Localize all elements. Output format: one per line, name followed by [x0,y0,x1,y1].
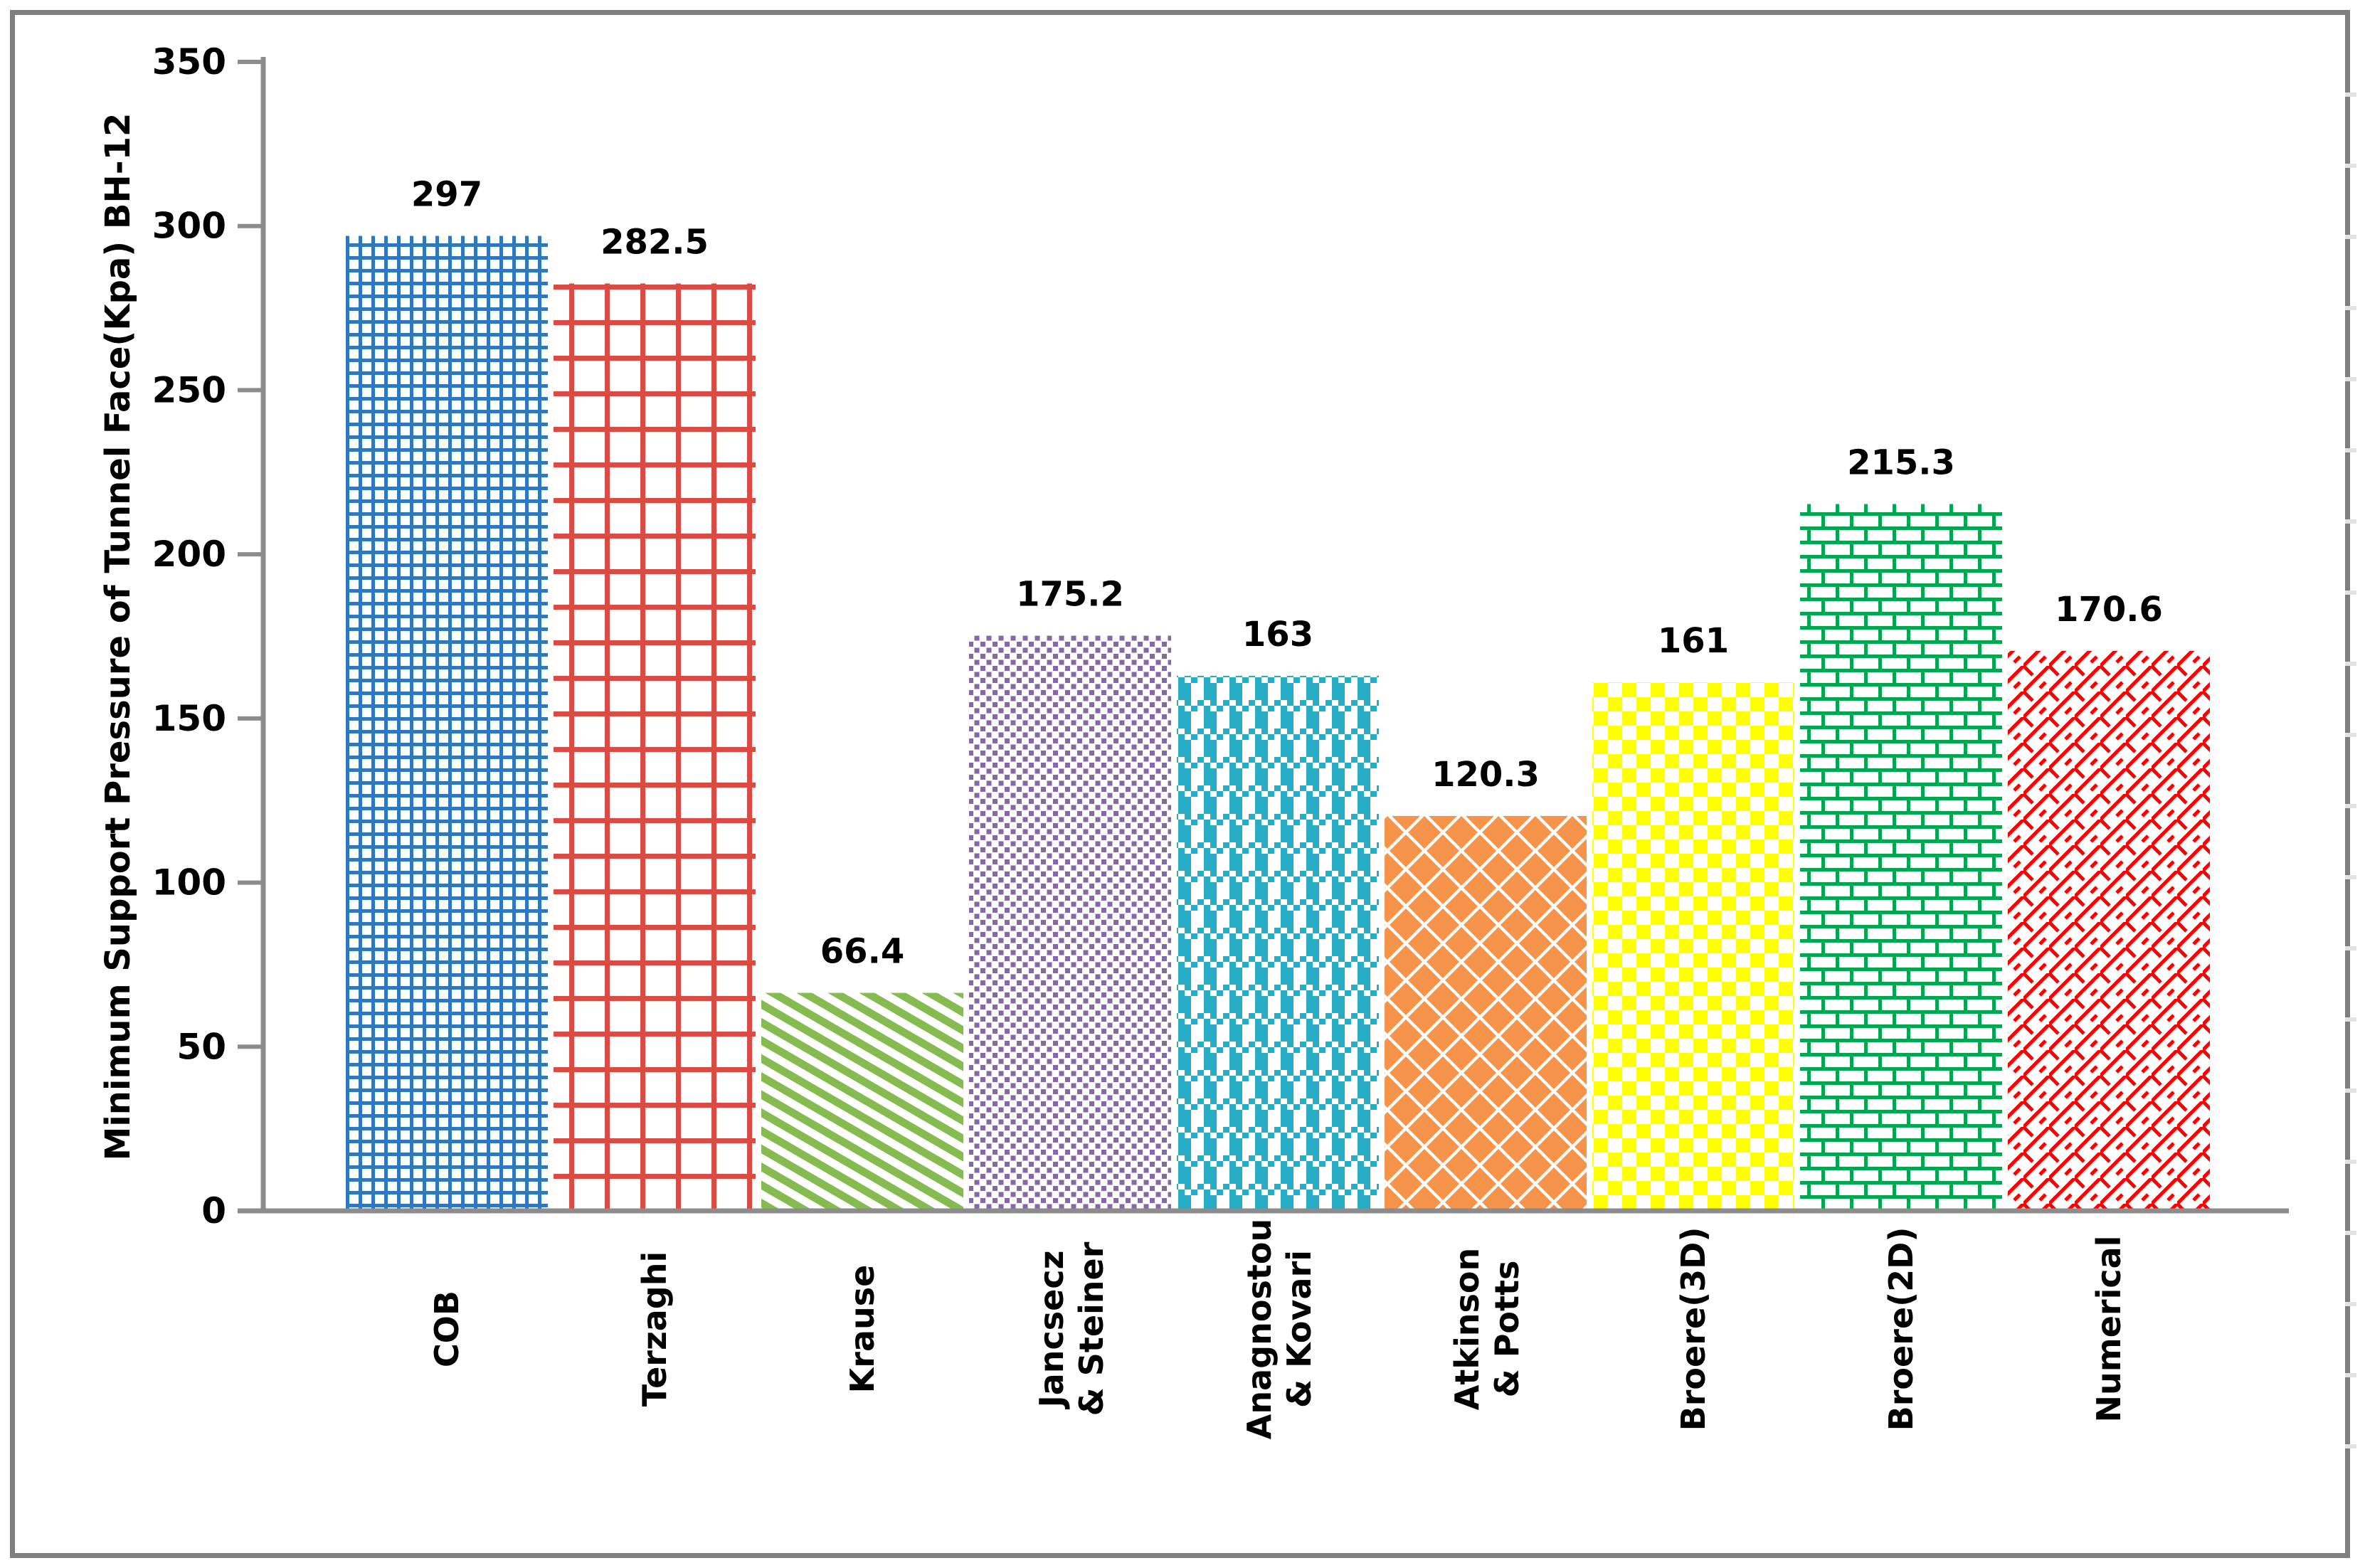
value-label-numerical: 170.6 [2055,590,2163,630]
category-label-broere-2d: Broere(2D) [1882,1227,1920,1431]
y-tick-label: 300 [152,206,226,247]
spreadsheet-gridline-artifact [2345,306,2356,310]
spreadsheet-gridline-artifact [2345,377,2356,381]
y-tick-label: 50 [176,1026,226,1067]
edge-artifacts [2345,92,2356,1448]
category-label-terzaghi: Terzaghi [635,1251,674,1407]
spreadsheet-gridline-artifact [2345,1231,2356,1235]
spreadsheet-gridline-artifact [2345,1160,2356,1164]
bar-jancsecz-steiner [969,635,1171,1211]
spreadsheet-gridline-artifact [2345,235,2356,239]
category-label-broere-3d: Broere(3D) [1674,1227,1713,1431]
bar-atkinson-potts [1385,815,1587,1211]
y-tick-label: 100 [152,862,226,904]
bar-numerical [2008,650,2210,1211]
spreadsheet-gridline-artifact [2345,875,2356,879]
category-label-jancsecz-steiner: Jancsecz& Steiner [1032,1241,1111,1416]
spreadsheet-gridline-artifact [2345,519,2356,524]
value-label-broere-3d: 161 [1658,621,1729,661]
value-label-broere-2d: 215.3 [1847,443,1955,483]
value-labels: 297 282.5 66.4 175.2 163 120.3 161 215.3 170.6 [411,175,2163,972]
chart-outer-border [10,10,2350,1558]
y-tick-label: 200 [152,534,226,575]
bar-cob [346,235,548,1211]
category-label-numerical: Numerical [2090,1236,2128,1423]
spreadsheet-gridline-artifact [2345,92,2356,97]
spreadsheet-gridline-artifact [2345,1017,2356,1022]
axes [238,57,2289,1214]
category-label-krause: Krause [843,1265,882,1394]
bar-broere-3d [1592,682,1794,1211]
category-label-anagnostou-kovari: Anagnostou& Kovari [1240,1219,1318,1439]
category-label-cob: COB [428,1291,466,1367]
spreadsheet-gridline-artifact [2345,1373,2356,1377]
value-label-terzaghi: 282.5 [600,222,709,262]
value-label-jancsecz-steiner: 175.2 [1016,575,1124,615]
y-tick-label: 150 [152,698,226,739]
bar-terzaghi [554,283,756,1211]
category-label-atkinson-potts: Atkinson& Potts [1448,1248,1526,1410]
y-tick-label: 250 [152,369,226,410]
spreadsheet-gridline-artifact [2345,804,2356,808]
spreadsheet-gridline-artifact [2345,1444,2356,1448]
value-label-anagnostou-kovari: 163 [1242,615,1313,655]
y-tick-label: 350 [152,41,226,83]
spreadsheet-gridline-artifact [2345,662,2356,666]
bar-krause [761,992,963,1211]
spreadsheet-gridline-artifact [2345,1088,2356,1093]
spreadsheet-gridline-artifact [2345,164,2356,168]
value-label-cob: 297 [411,175,482,215]
y-axis-ticks: 0 50 100 150 200 250 300 350 [152,41,263,1231]
spreadsheet-gridline-artifact [2345,1302,2356,1306]
spreadsheet-gridline-artifact [2345,590,2356,595]
spreadsheet-gridline-artifact [2345,733,2356,737]
y-axis-title: Minimum Support Pressure of Tunnel Face(… [98,113,138,1161]
x-axis-category-labels: COB Terzaghi Krause Jancsecz& Steiner Anagno… [428,1219,2128,1439]
value-label-krause: 66.4 [820,932,904,972]
spreadsheet-gridline-artifact [2345,946,2356,950]
spreadsheet-gridline-artifact [2345,448,2356,452]
value-label-atkinson-potts: 120.3 [1432,755,1540,795]
y-tick-label: 0 [201,1190,226,1231]
bar-broere-2d [1800,504,2002,1211]
bar-anagnostou-kovari [1177,675,1379,1211]
bars [346,235,2210,1211]
